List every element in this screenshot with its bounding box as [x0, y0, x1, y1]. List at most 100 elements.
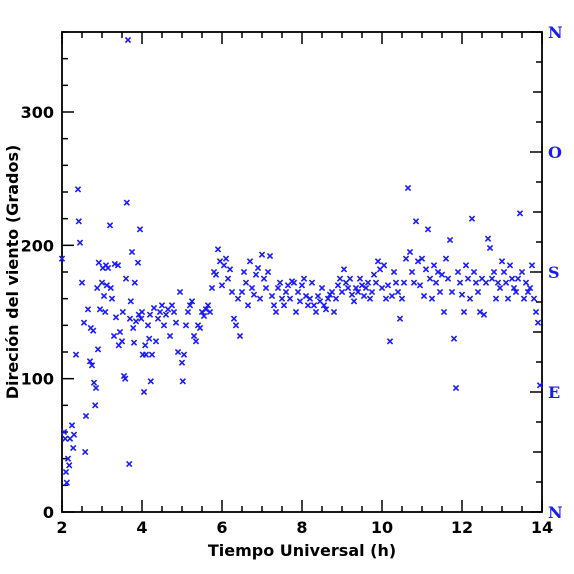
- data-point-stroke: [232, 322, 240, 329]
- compass-label-e: E: [548, 383, 560, 402]
- data-point: [160, 322, 168, 329]
- data-point-stroke: [123, 199, 130, 206]
- data-point-stroke: [302, 292, 310, 300]
- data-point-stroke: [316, 298, 324, 305]
- data-point-stroke: [464, 275, 472, 282]
- data-point: [532, 308, 540, 316]
- data-point: [368, 288, 376, 296]
- data-point: [488, 275, 496, 282]
- data-point: [474, 288, 482, 296]
- data-point-stroke: [104, 264, 112, 272]
- data-point-stroke: [506, 262, 514, 269]
- data-point-stroke: [476, 308, 484, 316]
- data-point-stroke: [260, 275, 268, 282]
- data-point: [466, 295, 474, 302]
- data-point: [180, 351, 188, 358]
- data-point-stroke: [422, 266, 430, 273]
- data-point-stroke: [448, 288, 456, 296]
- data-point: [382, 295, 390, 302]
- data-point: [450, 335, 458, 342]
- data-point: [128, 248, 136, 256]
- data-point-stroke: [72, 351, 80, 358]
- data-point-stroke: [270, 302, 278, 309]
- data-point: [384, 282, 392, 289]
- data-point-stroke: [518, 268, 526, 276]
- data-point-stroke: [208, 284, 216, 292]
- data-point-stroke: [234, 295, 242, 302]
- data-point: [250, 291, 258, 298]
- data-point-stroke: [298, 282, 306, 289]
- data-point: [468, 215, 476, 222]
- data-point: [304, 302, 312, 309]
- data-point: [360, 292, 368, 300]
- data-point-stroke: [532, 308, 540, 316]
- data-point-stroke: [180, 351, 188, 358]
- data-point-stroke: [472, 279, 480, 286]
- data-point-stroke: [246, 258, 254, 265]
- data-point-stroke: [462, 262, 470, 269]
- data-point-stroke: [300, 275, 308, 282]
- data-point-stroke: [112, 314, 120, 321]
- data-point-stroke: [524, 288, 532, 296]
- data-point-stroke: [76, 239, 84, 246]
- data-point-stroke: [304, 302, 312, 309]
- data-point: [206, 308, 214, 316]
- data-point-stroke: [162, 311, 170, 318]
- data-point-stroke: [86, 358, 94, 365]
- data-point: [70, 431, 78, 438]
- data-point-stroke: [388, 292, 396, 300]
- data-point-stroke: [516, 210, 524, 217]
- data-point-stroke: [418, 255, 426, 262]
- data-point-stroke: [103, 282, 110, 289]
- data-point: [144, 322, 152, 329]
- data-point: [444, 275, 452, 282]
- data-point: [508, 275, 516, 282]
- data-point: [76, 239, 84, 246]
- data-point-stroke: [454, 268, 462, 276]
- data-point: [252, 271, 260, 278]
- data-point-stroke: [170, 308, 178, 316]
- data-point: [298, 282, 306, 289]
- data-point: [78, 279, 86, 286]
- data-point: [126, 460, 133, 468]
- data-point: [226, 266, 234, 273]
- data-point: [270, 302, 278, 309]
- data-point-stroke: [296, 298, 304, 305]
- data-point-stroke: [322, 306, 330, 313]
- data-point: [75, 218, 82, 225]
- data-point-stroke: [366, 295, 374, 302]
- data-point-stroke: [278, 295, 286, 302]
- data-point: [436, 288, 444, 296]
- data-point: [340, 266, 348, 273]
- data-point-stroke: [426, 275, 434, 282]
- data-point: [530, 295, 538, 302]
- x-tick-label: 2: [56, 518, 67, 537]
- data-point: [106, 222, 114, 229]
- data-point: [100, 292, 108, 300]
- data-point: [522, 279, 530, 286]
- data-point: [358, 282, 366, 289]
- data-point-stroke: [168, 302, 176, 309]
- data-point: [86, 358, 94, 365]
- data-point-stroke: [120, 372, 128, 380]
- compass-label-s: S: [548, 263, 560, 282]
- x-tick-label: 14: [531, 518, 553, 537]
- data-point-stroke: [230, 315, 238, 322]
- data-point: [162, 311, 170, 318]
- data-point: [494, 279, 502, 286]
- data-point-stroke: [252, 271, 260, 278]
- data-point: [306, 295, 314, 302]
- data-point-stroke: [354, 288, 362, 296]
- data-point: [186, 302, 194, 309]
- data-point-stroke: [478, 275, 486, 282]
- data-point: [102, 308, 109, 316]
- data-point: [410, 279, 418, 286]
- data-point: [430, 262, 438, 269]
- data-point: [110, 332, 118, 340]
- data-point: [130, 339, 138, 346]
- data-point: [94, 346, 102, 353]
- data-point-stroke: [286, 295, 294, 302]
- data-point: [476, 308, 484, 316]
- data-point-stroke: [490, 268, 498, 276]
- y-tick-labels: 0 100 200 300: [21, 103, 54, 522]
